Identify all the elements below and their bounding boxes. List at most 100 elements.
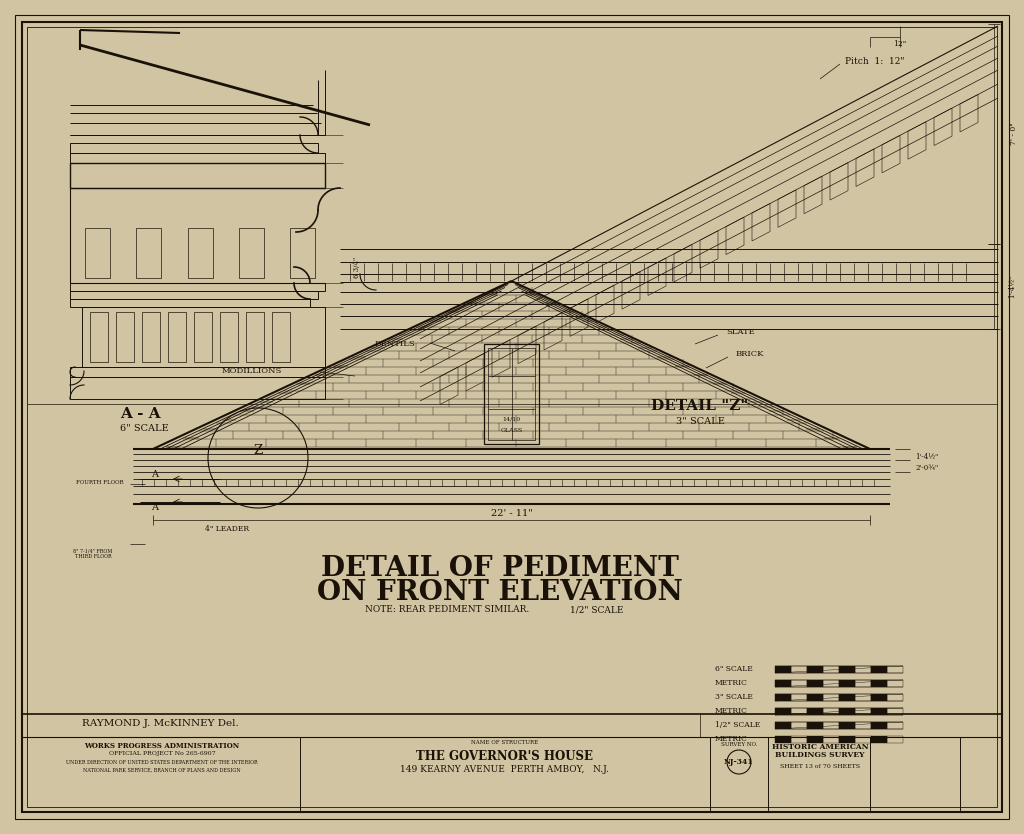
Bar	[142, 312, 160, 362]
Bar	[855, 722, 871, 729]
Bar	[823, 680, 839, 687]
Bar	[775, 708, 791, 715]
Text: 1/2" SCALE: 1/2" SCALE	[570, 605, 624, 615]
Bar	[887, 680, 903, 687]
Bar	[220, 312, 238, 362]
Bar	[839, 736, 855, 743]
Bar	[290, 228, 315, 278]
Bar	[839, 666, 855, 673]
Text: DETAIL "Z": DETAIL "Z"	[651, 399, 749, 413]
Bar	[484, 344, 539, 444]
Bar	[239, 228, 264, 278]
Bar	[807, 680, 823, 687]
Bar	[70, 143, 318, 153]
Bar	[871, 708, 887, 715]
Bar	[807, 708, 823, 715]
Bar	[116, 312, 134, 362]
Text: MODILLIONS: MODILLIONS	[222, 367, 283, 375]
Text: DETAIL OF PEDIMENT: DETAIL OF PEDIMENT	[322, 555, 679, 582]
Text: RAYMOND J. McKINNEY Del.: RAYMOND J. McKINNEY Del.	[82, 719, 239, 727]
Text: THE GOVERNOR'S HOUSE: THE GOVERNOR'S HOUSE	[417, 750, 594, 762]
Bar	[839, 708, 855, 715]
Text: NAME OF STRUCTURE: NAME OF STRUCTURE	[471, 741, 539, 746]
Bar	[887, 736, 903, 743]
Bar	[807, 666, 823, 673]
Text: 6" SCALE: 6" SCALE	[715, 665, 753, 673]
Text: SURVEY NO.: SURVEY NO.	[721, 742, 757, 747]
Bar	[855, 666, 871, 673]
Bar	[871, 680, 887, 687]
Text: 12": 12"	[893, 40, 906, 48]
Text: 7' - 0": 7' - 0"	[1010, 123, 1018, 145]
Bar	[887, 722, 903, 729]
Text: NATIONAL PARK SERVICE, BRANCH OF PLANS AND DESIGN: NATIONAL PARK SERVICE, BRANCH OF PLANS A…	[83, 767, 241, 772]
Bar	[823, 722, 839, 729]
Bar	[807, 736, 823, 743]
Bar	[70, 283, 325, 291]
Text: FOURTH FLOOR: FOURTH FLOOR	[76, 480, 124, 485]
Bar	[90, 312, 108, 362]
Bar	[775, 694, 791, 701]
Text: A: A	[152, 470, 159, 479]
Bar	[807, 722, 823, 729]
Text: 1/2" SCALE: 1/2" SCALE	[715, 721, 760, 729]
Bar	[791, 694, 807, 701]
Text: 1'-4½": 1'-4½"	[915, 453, 938, 461]
Bar	[823, 736, 839, 743]
Bar	[871, 736, 887, 743]
Bar	[85, 228, 110, 278]
Bar	[871, 666, 887, 673]
Text: 22' - 11": 22' - 11"	[490, 509, 532, 518]
Text: GLASS: GLASS	[501, 428, 522, 433]
Text: OFFICIAL PROJECT No 265-6907: OFFICIAL PROJECT No 265-6907	[109, 751, 215, 756]
Bar	[194, 312, 212, 362]
Text: NOTE: REAR PEDIMENT SIMILAR.: NOTE: REAR PEDIMENT SIMILAR.	[365, 605, 529, 615]
Bar	[871, 694, 887, 701]
Bar	[791, 666, 807, 673]
Text: UNDER DIRECTION OF UNITED STATES DEPARTMENT OF THE INTERIOR: UNDER DIRECTION OF UNITED STATES DEPARTM…	[67, 760, 258, 765]
Text: WORKS PROGRESS ADMINISTRATION: WORKS PROGRESS ADMINISTRATION	[84, 742, 240, 750]
Text: A - A: A - A	[120, 407, 161, 421]
Text: 8" 7-1/4" FROM: 8" 7-1/4" FROM	[74, 549, 113, 554]
Bar	[823, 708, 839, 715]
Bar	[855, 708, 871, 715]
Bar	[488, 348, 535, 440]
Bar	[70, 163, 325, 188]
Text: ON FRONT ELEVATION: ON FRONT ELEVATION	[317, 579, 683, 605]
Text: 6 3/4": 6 3/4"	[353, 256, 361, 278]
Bar	[807, 694, 823, 701]
Bar	[887, 666, 903, 673]
Bar	[855, 680, 871, 687]
Bar	[70, 299, 310, 307]
Text: METRIC: METRIC	[715, 679, 748, 687]
Text: NJ-341: NJ-341	[724, 758, 754, 766]
Text: METRIC: METRIC	[715, 707, 748, 715]
Bar	[775, 680, 791, 687]
Bar	[871, 722, 887, 729]
Bar	[855, 736, 871, 743]
Bar	[168, 312, 186, 362]
Bar	[791, 736, 807, 743]
Text: BRICK: BRICK	[736, 350, 765, 358]
Text: Z: Z	[253, 444, 262, 456]
Bar	[246, 312, 264, 362]
Bar	[70, 153, 325, 163]
Text: 6" SCALE: 6" SCALE	[120, 424, 169, 433]
Bar	[791, 722, 807, 729]
Text: METRIC: METRIC	[715, 735, 748, 743]
Text: 149 KEARNY AVENUE  PERTH AMBOY,   N.J.: 149 KEARNY AVENUE PERTH AMBOY, N.J.	[400, 765, 609, 773]
Text: DENTILS: DENTILS	[375, 340, 416, 348]
Text: SLATE: SLATE	[726, 328, 755, 336]
Bar	[136, 228, 161, 278]
Bar	[791, 708, 807, 715]
Text: 3" SCALE: 3" SCALE	[715, 693, 753, 701]
Bar	[839, 722, 855, 729]
Bar	[823, 666, 839, 673]
Text: Pitch  1:  12": Pitch 1: 12"	[845, 57, 904, 66]
Text: 4" LEADER: 4" LEADER	[205, 525, 249, 533]
Bar	[187, 228, 213, 278]
Bar	[775, 722, 791, 729]
Bar	[839, 694, 855, 701]
Text: 3" SCALE: 3" SCALE	[676, 416, 724, 425]
Bar	[887, 708, 903, 715]
